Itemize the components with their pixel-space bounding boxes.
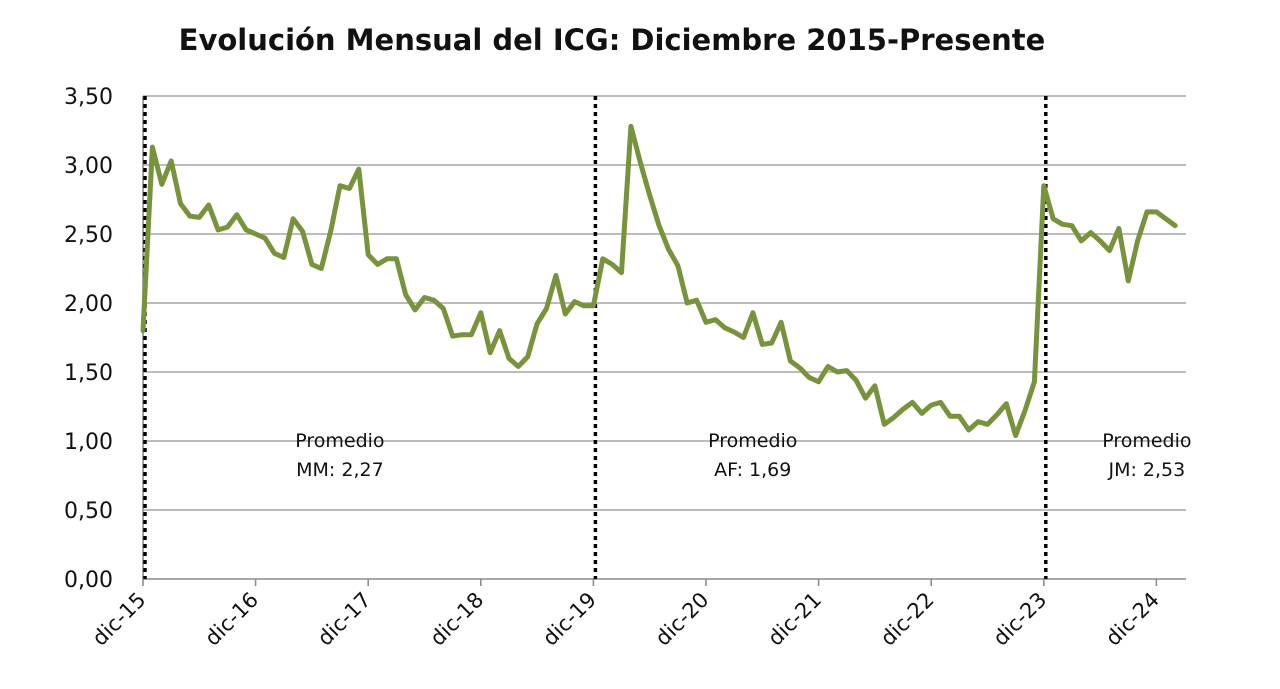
x-tick-label: dic-15 [88, 588, 151, 651]
series-line [140, 123, 1178, 438]
annotation-label: Promedio [295, 430, 384, 452]
x-tick-label: dic-23 [988, 588, 1051, 651]
y-tick-label: 0,50 [64, 499, 113, 524]
y-tick-label: 3,50 [64, 85, 113, 110]
x-tick-label: dic-18 [425, 588, 488, 651]
x-tick-label: dic-24 [1101, 588, 1164, 651]
annotation-value: AF: 1,69 [714, 459, 791, 481]
x-tick-label: dic-19 [538, 588, 601, 651]
annotation-label: Promedio [708, 430, 797, 452]
x-tick-label: dic-21 [763, 588, 826, 651]
x-axis: dic-15 dic-16 dic-17 dic-18 dic-19 dic-20 dic-… [88, 578, 1186, 651]
series [140, 123, 1178, 438]
y-tick-label: 1,00 [64, 430, 113, 455]
y-tick-label: 2,00 [64, 292, 113, 317]
x-tick-label: dic-20 [651, 588, 714, 651]
annotation-label: Promedio [1102, 430, 1191, 452]
y-tick-label: 2,50 [64, 223, 113, 248]
y-tick-label: 0,00 [64, 568, 113, 593]
chart-title: Evolución Mensual del ICG: Diciembre 201… [179, 23, 1046, 57]
annotations: Promedio MM: 2,27 Promedio AF: 1,69 Promedio… [295, 430, 1191, 481]
y-tick-label: 1,50 [64, 361, 113, 386]
x-tick-label: dic-17 [313, 588, 376, 651]
x-tick-label: dic-16 [200, 588, 263, 651]
annotation-value: JM: 2,53 [1107, 459, 1185, 481]
y-axis: 0,00 0,50 1,00 1,50 2,00 2,50 3,00 3,50 [64, 85, 144, 593]
x-tick-label: dic-22 [876, 588, 939, 651]
annotation-value: MM: 2,27 [296, 459, 384, 481]
vertical-markers [143, 96, 1048, 579]
y-tick-label: 3,00 [64, 154, 113, 179]
